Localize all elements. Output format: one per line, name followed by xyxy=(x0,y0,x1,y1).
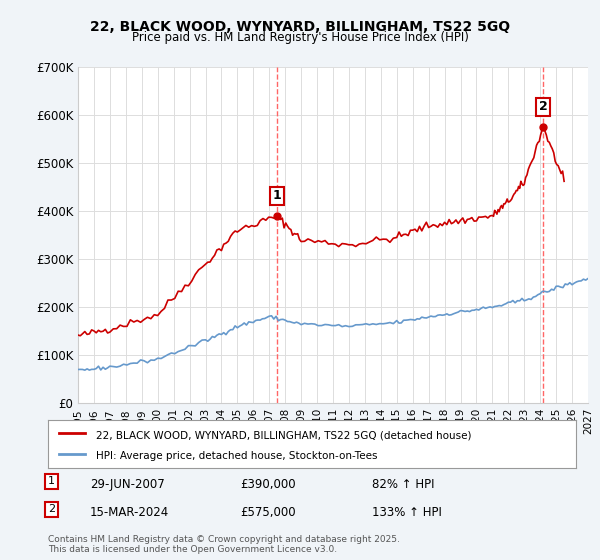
Text: 22, BLACK WOOD, WYNYARD, BILLINGHAM, TS22 5GQ: 22, BLACK WOOD, WYNYARD, BILLINGHAM, TS2… xyxy=(90,20,510,34)
Text: £575,000: £575,000 xyxy=(240,506,296,519)
Text: 133% ↑ HPI: 133% ↑ HPI xyxy=(372,506,442,519)
Text: HPI: Average price, detached house, Stockton-on-Tees: HPI: Average price, detached house, Stoc… xyxy=(95,451,377,461)
Text: Price paid vs. HM Land Registry's House Price Index (HPI): Price paid vs. HM Land Registry's House … xyxy=(131,31,469,44)
Text: 1: 1 xyxy=(48,477,55,487)
Text: £390,000: £390,000 xyxy=(240,478,296,491)
Text: 2: 2 xyxy=(48,505,55,515)
Text: 82% ↑ HPI: 82% ↑ HPI xyxy=(372,478,434,491)
Text: 1: 1 xyxy=(272,189,281,202)
Text: 29-JUN-2007: 29-JUN-2007 xyxy=(90,478,165,491)
Text: 22, BLACK WOOD, WYNYARD, BILLINGHAM, TS22 5GQ (detached house): 22, BLACK WOOD, WYNYARD, BILLINGHAM, TS2… xyxy=(95,430,471,440)
Text: 2: 2 xyxy=(539,100,547,113)
Text: Contains HM Land Registry data © Crown copyright and database right 2025.
This d: Contains HM Land Registry data © Crown c… xyxy=(48,535,400,554)
Text: 15-MAR-2024: 15-MAR-2024 xyxy=(90,506,169,519)
